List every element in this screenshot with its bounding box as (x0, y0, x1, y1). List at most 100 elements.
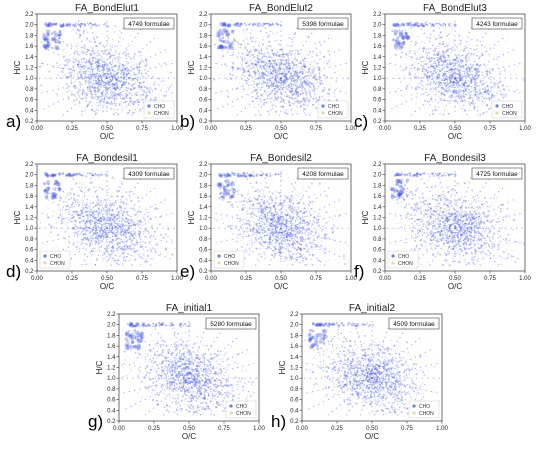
cho-point (73, 63, 74, 64)
cho-point (290, 82, 291, 83)
chon-point (264, 93, 265, 94)
cho-point (140, 110, 142, 112)
cho-point (267, 52, 269, 54)
x-tick-label: 0.75 (310, 126, 322, 132)
cho-point (68, 65, 69, 66)
cho-point (276, 74, 277, 75)
chon-point (435, 93, 436, 94)
cho-point (85, 83, 86, 84)
cho-point (289, 79, 290, 80)
chon-point (279, 52, 280, 53)
cho-point (102, 95, 104, 97)
cho-point (142, 58, 143, 59)
cho-point (436, 109, 438, 111)
cho-point (108, 37, 110, 39)
chon-point (486, 80, 487, 81)
chon-point (283, 111, 284, 112)
cho-point (320, 78, 321, 79)
cho-point (308, 101, 309, 102)
cho-point (82, 46, 84, 48)
cho-point (111, 68, 112, 69)
cho-point (65, 81, 66, 82)
chon-point (324, 94, 325, 95)
cho-point (316, 108, 317, 109)
cho-point (309, 51, 311, 53)
y-tick-label: 1.8 (199, 33, 208, 39)
chon-point (296, 58, 297, 59)
cho-point (112, 74, 113, 75)
cho-point (52, 65, 53, 66)
cho-point (321, 83, 322, 84)
cho-point (118, 68, 119, 69)
cho-point (139, 70, 140, 71)
cho-point (477, 106, 478, 107)
chon-point (333, 47, 334, 48)
cho-point (272, 60, 273, 61)
cho-point (77, 73, 79, 75)
chon-point (329, 99, 330, 100)
cho-point (272, 63, 273, 64)
cho-point (457, 99, 458, 100)
cho-point (286, 67, 288, 69)
cho-point (475, 84, 477, 86)
chon-point (224, 75, 225, 76)
cho-point (316, 73, 317, 74)
cho-point (313, 83, 314, 84)
chon-point (423, 33, 424, 34)
cho-point (115, 50, 116, 51)
cho-point (90, 47, 91, 48)
cho-point (301, 77, 303, 79)
chon-point (247, 103, 248, 104)
cho-point (287, 88, 289, 90)
cho-point (81, 23, 82, 24)
cho-point (302, 65, 303, 66)
cho-point (126, 53, 128, 55)
cho-point (101, 96, 102, 97)
cho-point (134, 101, 135, 102)
chon-point (340, 89, 341, 90)
cho-point (133, 87, 135, 89)
cho-point (123, 82, 125, 84)
chon-point (483, 103, 484, 104)
cho-point (94, 57, 96, 59)
cho-point (108, 82, 109, 83)
chon-point (408, 110, 409, 111)
chon-point (135, 113, 136, 114)
cho-point (69, 60, 71, 62)
chon-point (228, 72, 229, 73)
cho-point (75, 50, 76, 51)
cho-point (72, 25, 74, 27)
cho-point (252, 29, 254, 31)
cho-point (299, 102, 300, 103)
chon-point (265, 59, 266, 60)
chon-point (160, 97, 161, 98)
chon-point (48, 60, 49, 61)
cho-point (221, 36, 224, 39)
cho-point (110, 74, 111, 75)
cho-point (254, 73, 256, 75)
cho-point (285, 88, 287, 90)
cho-point (236, 78, 237, 79)
cho-point (330, 86, 331, 87)
cho-point (79, 89, 81, 91)
cho-point (117, 67, 118, 68)
cho-point (56, 86, 57, 87)
cho-point (102, 45, 104, 47)
cho-point (277, 70, 279, 72)
cho-point (124, 51, 126, 53)
cho-point (98, 62, 99, 63)
cho-point (80, 76, 81, 77)
cho-point (301, 104, 302, 105)
cho-point (482, 88, 484, 90)
cho-point (63, 99, 64, 100)
chon-point (507, 43, 508, 44)
cho-point (83, 61, 84, 62)
cho-point (232, 62, 234, 64)
chon-point (217, 45, 218, 46)
cho-point (112, 66, 114, 68)
cho-point (256, 92, 258, 94)
cho-point (272, 65, 273, 66)
chon-point (325, 94, 326, 95)
cho-point (506, 96, 507, 97)
cho-point (257, 55, 258, 56)
